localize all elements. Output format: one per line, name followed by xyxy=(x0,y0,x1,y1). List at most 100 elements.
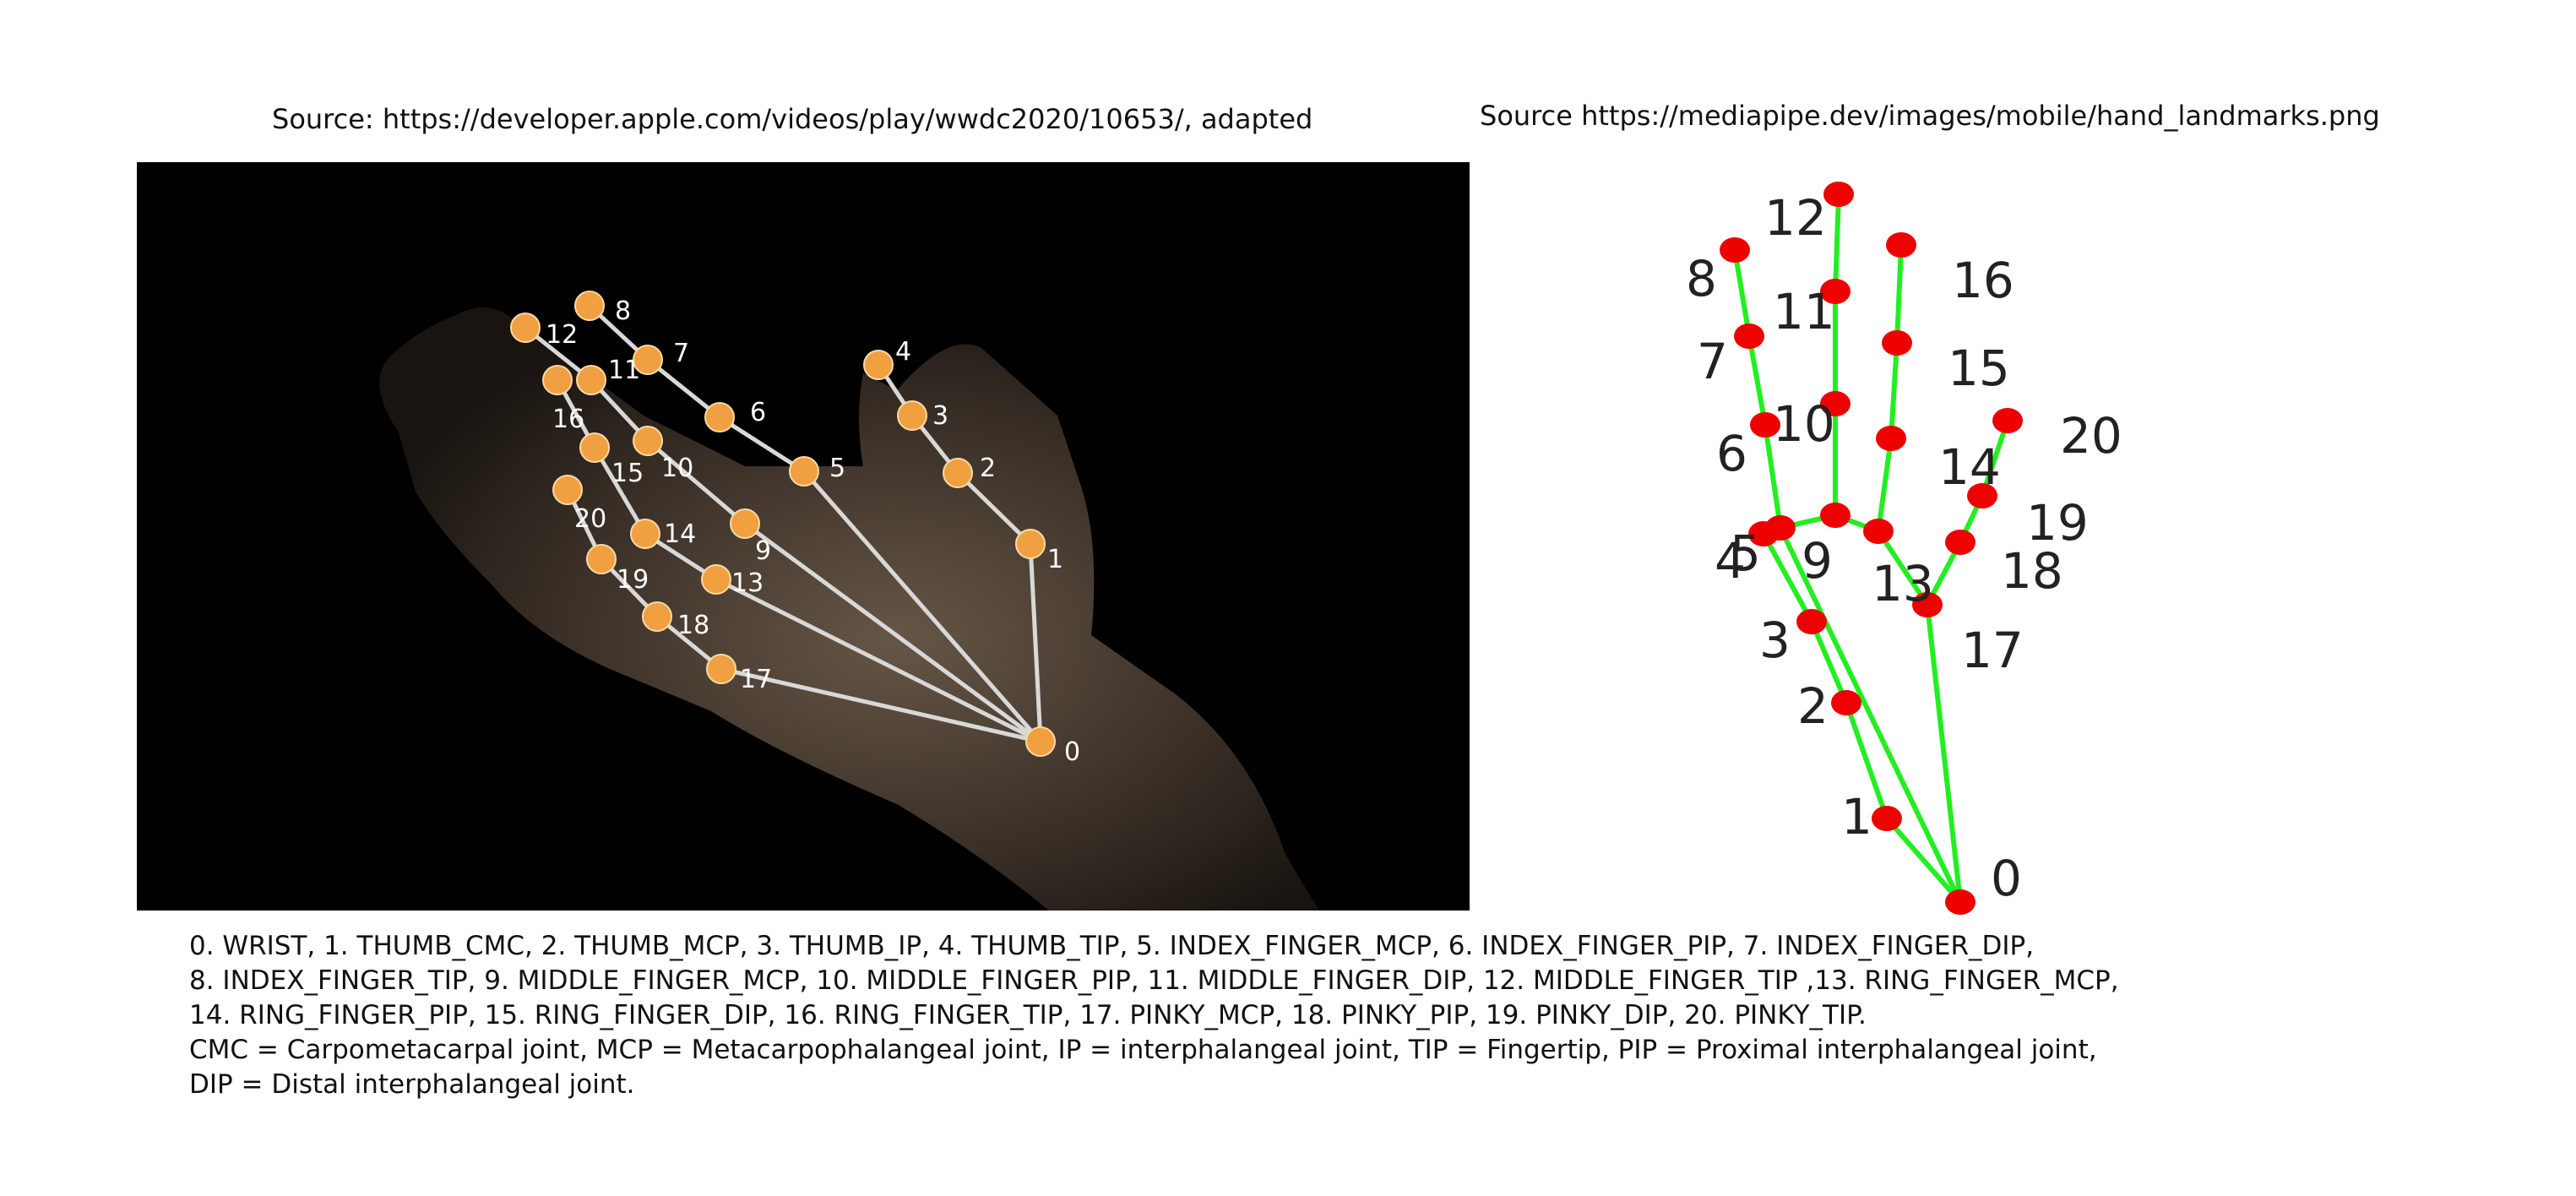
legend-line: 8. INDEX_FINGER_TIP, 9. MIDDLE_FINGER_MC… xyxy=(189,965,2119,996)
diagram-joint-1 xyxy=(1872,806,1902,831)
diagram-connection-line xyxy=(1732,247,1752,339)
landmark-legend: 0. WRIST, 1. THUMB_CMC, 2. THUMB_MCP, 3.… xyxy=(189,929,2119,1102)
photo-joint-label: 11 xyxy=(608,356,640,385)
photo-joint-label: 15 xyxy=(611,459,644,488)
diagram-skeleton-lines xyxy=(1732,192,2010,905)
legend-line: DIP = Distal interphalangeal joint. xyxy=(189,1069,635,1100)
diagram-joint-17 xyxy=(1912,592,1943,617)
photo-joint-6 xyxy=(704,402,735,432)
diagram-connection-line xyxy=(1763,422,1783,530)
photo-source-caption: Source: https://developer.apple.com/vide… xyxy=(272,103,1313,135)
diagram-joint-label: 11 xyxy=(1773,283,1835,340)
diagram-joint-label: 5 xyxy=(1730,525,1761,582)
diagram-connection-line xyxy=(1925,602,1963,905)
diagram-connection-line xyxy=(1844,700,1889,821)
photo-joint-label: 4 xyxy=(895,337,911,367)
diagram-joint-7 xyxy=(1734,323,1764,349)
diagram-joints xyxy=(1720,182,2023,915)
photo-joint-label: 3 xyxy=(932,401,948,431)
diagram-joint-19 xyxy=(1967,483,1997,508)
diagram-joint-8 xyxy=(1720,237,1750,263)
diagram-joint-12 xyxy=(1823,182,1854,207)
diagram-joint-label: 7 xyxy=(1697,333,1728,390)
diagram-joint-6 xyxy=(1750,412,1780,438)
photo-connection-line xyxy=(802,469,1043,744)
photo-joint-11 xyxy=(576,365,606,395)
photo-joint-label: 1 xyxy=(1047,545,1063,574)
diagram-connection-line xyxy=(1876,436,1894,534)
diagram-joint-3 xyxy=(1796,609,1827,634)
diagram-joint-5 xyxy=(1765,515,1796,541)
photo-joint-label: 2 xyxy=(980,454,996,483)
photo-connection-line xyxy=(719,666,1043,744)
photo-joint-16 xyxy=(542,365,573,395)
photo-joint-label: 9 xyxy=(755,536,771,566)
diagram-joint-label: 0 xyxy=(1991,850,2022,907)
photo-joint-label: 14 xyxy=(664,519,696,549)
photo-connection-line xyxy=(592,445,648,536)
photo-joint-label: 13 xyxy=(731,568,764,598)
legend-line: 0. WRIST, 1. THUMB_CMC, 2. THUMB_MCP, 3.… xyxy=(189,931,2035,961)
diagram-joint-label: 15 xyxy=(1948,340,2010,397)
diagram-joint-label: 2 xyxy=(1797,677,1829,735)
photo-joint-label: 10 xyxy=(661,454,693,483)
photo-joint-12 xyxy=(510,313,541,343)
photo-joint-label: 0 xyxy=(1064,737,1080,767)
diagram-connection-line xyxy=(1889,340,1899,441)
diagram-joint-14 xyxy=(1876,426,1906,451)
photo-connection-line xyxy=(1028,541,1043,744)
diagram-connection-line xyxy=(1876,529,1930,607)
photo-joint-20 xyxy=(552,475,583,505)
photo-connection-line xyxy=(714,577,1043,744)
diagram-connection-line xyxy=(1833,192,1841,294)
diagram-joint-label: 4 xyxy=(1715,532,1746,590)
diagram-joint-label: 3 xyxy=(1759,612,1791,669)
photo-joint-8 xyxy=(574,291,605,321)
photo-joint-19 xyxy=(586,544,617,574)
diagram-joint-label: 19 xyxy=(2026,494,2089,552)
diagram-connection-line xyxy=(1747,334,1768,427)
diagram-joint-11 xyxy=(1820,279,1850,304)
diagram-joint-20 xyxy=(1992,408,2023,433)
diagram-joint-10 xyxy=(1820,391,1850,416)
photo-joint-label: 16 xyxy=(552,405,584,434)
photo-joint-label: 19 xyxy=(617,565,649,595)
photo-joint-2 xyxy=(943,458,973,488)
photo-joint-label: 17 xyxy=(740,665,772,694)
photo-joint-13 xyxy=(701,564,731,595)
diagram-joint-13 xyxy=(1863,519,1894,544)
photo-connection-line xyxy=(717,415,807,474)
photo-joints xyxy=(510,291,1056,757)
legend-line: 14. RING_FINGER_PIP, 15. RING_FINGER_DIP… xyxy=(189,1000,1867,1030)
diagram-joint-label: 14 xyxy=(1938,438,2001,496)
photo-joint-10 xyxy=(633,426,663,456)
photo-joint-label: 8 xyxy=(615,296,631,326)
photo-joint-5 xyxy=(789,456,819,487)
diagram-source-caption: Source https://mediapipe.dev/images/mobi… xyxy=(1480,100,2380,132)
diagram-joint-0 xyxy=(1945,889,1975,915)
photo-joint-18 xyxy=(642,601,672,632)
photo-connection-line xyxy=(645,357,722,420)
photo-joint-0 xyxy=(1025,726,1056,757)
photo-joint-label: 18 xyxy=(677,611,709,640)
photo-joint-14 xyxy=(630,519,660,549)
photo-joint-1 xyxy=(1015,529,1046,559)
diagram-joint-label: 10 xyxy=(1773,395,1835,453)
diagram-connection-line xyxy=(1761,531,1814,624)
diagram-joint-label: 17 xyxy=(1961,622,2024,679)
photo-joint-label: 5 xyxy=(829,454,845,483)
photo-joint-15 xyxy=(579,432,610,463)
diagram-connection-line xyxy=(1778,525,1963,905)
diagram-joint-label: 8 xyxy=(1686,250,1717,307)
diagram-connection-line xyxy=(1809,619,1849,705)
diagram-joint-15 xyxy=(1882,330,1912,356)
legend-line: CMC = Carpometacarpal joint, MCP = Metac… xyxy=(189,1035,2097,1065)
diagram-joint-18 xyxy=(1945,530,1975,555)
hand-silhouette xyxy=(379,307,1320,911)
diagram-joint-label: 9 xyxy=(1802,532,1833,590)
photo-connection-line xyxy=(645,438,747,526)
